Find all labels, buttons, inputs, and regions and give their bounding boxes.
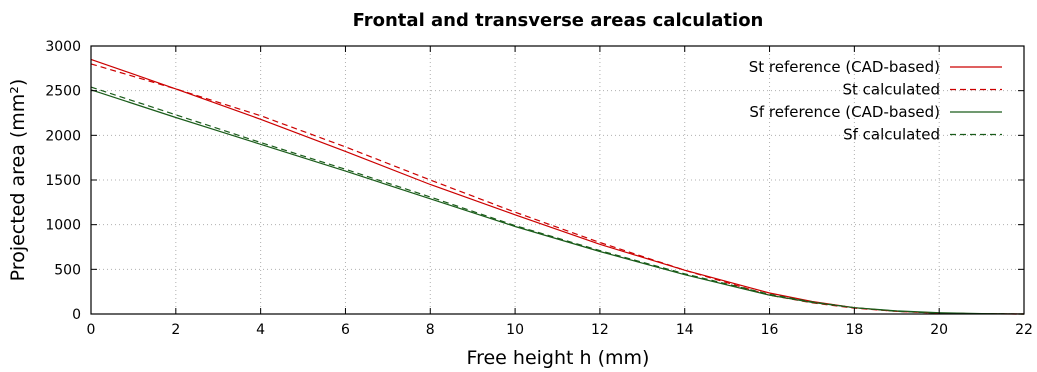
y-tick-label: 1500: [45, 173, 81, 189]
series-line: [90, 89, 1025, 315]
series-lines: [90, 58, 1025, 315]
x-tick-label: 16: [761, 322, 779, 338]
x-axis-label: Free height h (mm): [467, 347, 650, 369]
x-tick-label: 20: [930, 322, 948, 338]
grid: [91, 46, 1024, 314]
x-tick-label: 6: [341, 322, 350, 338]
x-tick-label: 22: [1015, 322, 1033, 338]
y-tick-label: 500: [54, 262, 81, 278]
x-tick-label: 0: [87, 322, 96, 338]
y-tick-label: 0: [72, 307, 81, 323]
x-tick-label: 10: [506, 322, 524, 338]
legend-label: Sf calculated: [843, 126, 940, 144]
x-tick-label: 2: [171, 322, 180, 338]
x-tick-label: 14: [676, 322, 694, 338]
axis-ticks: 0 2 4 6 8 10 12 14 16 18 20 22 0 500 1000 1500 2000 2500 3…: [45, 39, 1033, 338]
y-tick-label: 2500: [45, 84, 81, 100]
y-tick-label: 1000: [45, 218, 81, 234]
y-tick-label: 3000: [45, 39, 81, 55]
chart-title: Frontal and transverse areas calculation: [353, 10, 764, 31]
legend: St reference (CAD-based) St calculated Sf …: [749, 58, 1002, 144]
series-line: [90, 63, 1025, 315]
legend-label: St reference (CAD-based): [749, 58, 940, 76]
y-axis-label: Projected area (mm²): [7, 79, 29, 282]
x-tick-label: 4: [256, 322, 265, 338]
x-tick-label: 8: [426, 322, 435, 338]
y-tick-label: 2000: [45, 128, 81, 144]
series-line: [90, 86, 1025, 315]
legend-label: Sf reference (CAD-based): [749, 103, 940, 121]
x-tick-label: 18: [845, 322, 863, 338]
x-tick-label: 12: [591, 322, 609, 338]
legend-label: St calculated: [842, 81, 940, 99]
